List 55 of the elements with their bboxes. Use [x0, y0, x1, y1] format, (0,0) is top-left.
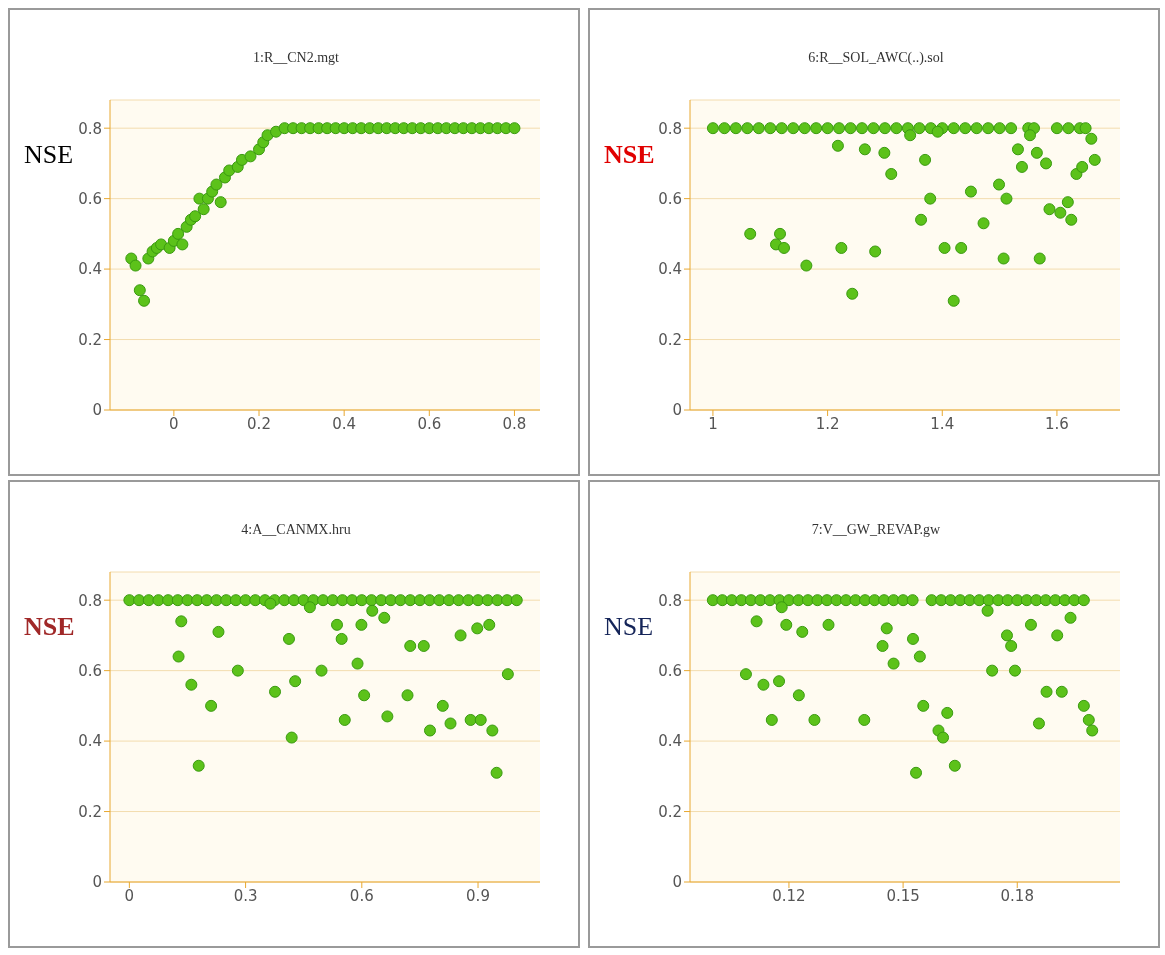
y-tick-label: 0.8	[78, 591, 102, 610]
y-tick-label: 0.6	[658, 661, 682, 680]
y-tick-label: 0.4	[78, 260, 102, 279]
x-tick-label: 0.8	[502, 414, 527, 433]
x-tick-label: 1.2	[815, 414, 840, 433]
x-tick-label: 0.2	[247, 414, 271, 433]
y-tick-label: 0.8	[658, 591, 682, 610]
x-tick-label: 0.18	[1000, 886, 1034, 905]
point	[133, 284, 146, 297]
x-tick-label: 0.15	[886, 886, 920, 905]
y-tick-label: 0	[92, 401, 102, 420]
point	[210, 178, 223, 191]
y-tick-label: 0	[672, 873, 682, 892]
x-tick-label: 0.4	[332, 414, 357, 433]
y-tick-label: 0	[92, 873, 102, 892]
y-tick-label: 0.4	[658, 260, 682, 279]
point	[214, 196, 227, 209]
chart-title: 1:R__CN2.mgt	[252, 50, 340, 66]
y-tick-label: 0.4	[658, 732, 682, 751]
y-axis-title: NSE	[604, 612, 654, 642]
point	[129, 259, 142, 272]
x-tick-label: 1.4	[930, 414, 955, 433]
x-tick-label: 0.6	[417, 414, 442, 433]
x-tick-label: 0	[124, 886, 135, 905]
chart-title: 4:A__CANMX.hru	[240, 522, 352, 538]
y-tick-label: 0.4	[78, 732, 102, 751]
chart-title: 7:V__GW_REVAP.gw	[810, 522, 942, 538]
x-tick-label: 0.12	[772, 886, 806, 905]
point	[138, 294, 151, 307]
y-tick-label: 0.6	[658, 189, 682, 208]
x-tick-label: 0.9	[466, 886, 490, 905]
y-axis-title: NSE	[24, 140, 74, 170]
y-tick-label: 0.8	[78, 119, 102, 138]
x-tick-label: 0	[169, 414, 179, 433]
point	[244, 150, 257, 163]
point	[176, 238, 189, 251]
y-axis-title: NSE	[604, 140, 655, 170]
y-tick-label: 0.2	[78, 330, 102, 349]
point	[197, 203, 210, 216]
x-tick-label: 1.6	[1045, 414, 1069, 433]
y-tick-label: 0.2	[658, 802, 682, 821]
point	[189, 210, 202, 223]
y-tick-label: 0.6	[78, 189, 102, 208]
y-tick-label: 0.2	[658, 330, 682, 349]
y-axis-title: NSE	[24, 612, 75, 642]
y-tick-label: 0.6	[78, 661, 102, 680]
chart-title: 6:R__SOL_AWC(..).sol	[807, 50, 945, 66]
x-tick-label: 0.6	[349, 886, 374, 905]
point	[508, 122, 521, 135]
x-tick-label: 1	[708, 414, 718, 433]
y-tick-label: 0.8	[658, 119, 682, 138]
x-tick-label: 0.3	[233, 886, 258, 905]
y-tick-label: 0	[672, 401, 682, 420]
point	[172, 227, 185, 240]
y-tick-label: 0.2	[78, 802, 102, 821]
